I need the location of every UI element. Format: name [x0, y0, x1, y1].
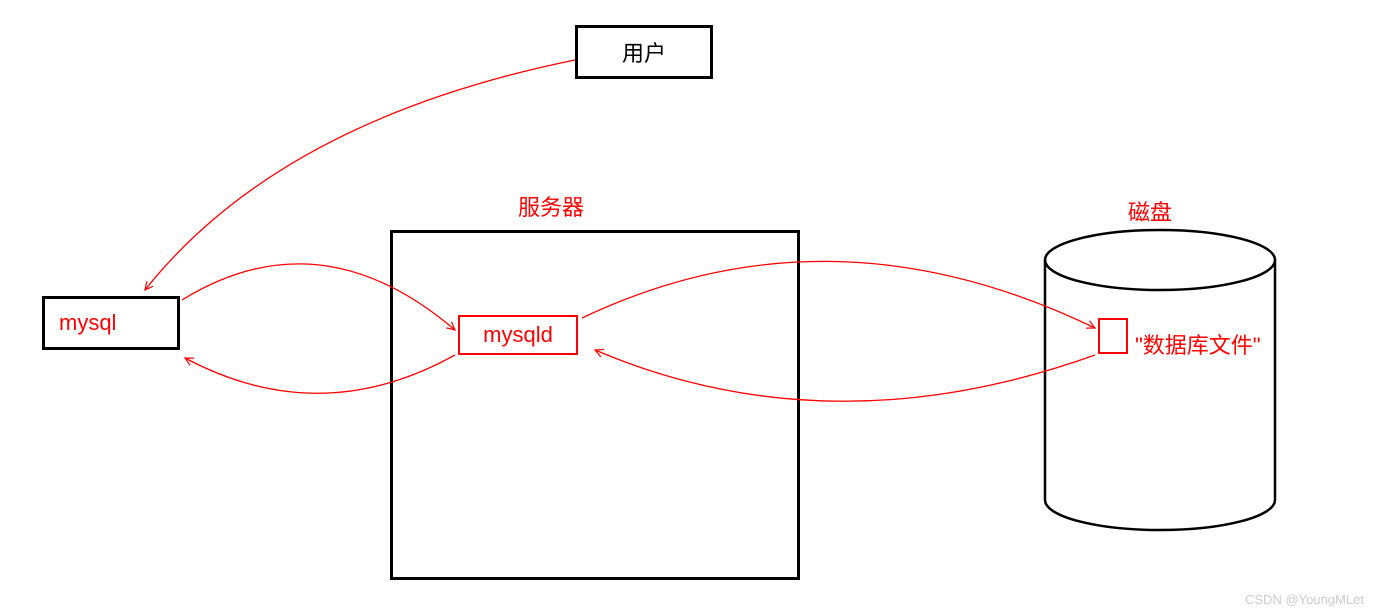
server-box [390, 230, 800, 580]
mysqld-node: mysqld [458, 315, 578, 355]
db-file-box [1098, 318, 1128, 354]
disk-cylinder [1045, 230, 1275, 530]
server-title: 服务器 [518, 190, 584, 222]
mysql-client-label: mysql [59, 310, 116, 336]
watermark: CSDN @YoungMLet [1245, 592, 1364, 607]
db-file-label: "数据库文件" [1135, 328, 1261, 360]
mysql-client-node: mysql [42, 296, 180, 350]
mysqld-label: mysqld [483, 322, 553, 348]
user-node: 用户 [575, 25, 713, 79]
user-label: 用户 [622, 36, 666, 68]
disk-title: 磁盘 [1128, 195, 1172, 227]
